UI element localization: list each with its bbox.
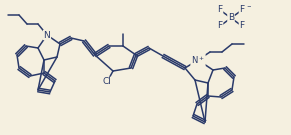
- Text: F: F: [217, 6, 223, 14]
- Text: F: F: [239, 6, 244, 14]
- Text: Cl: Cl: [102, 77, 111, 87]
- Text: $^-$: $^-$: [245, 3, 253, 11]
- Text: F: F: [239, 21, 244, 31]
- Text: N: N: [44, 31, 50, 40]
- Text: N$^+$: N$^+$: [191, 54, 205, 66]
- Text: F: F: [217, 21, 223, 31]
- Text: B: B: [228, 14, 234, 23]
